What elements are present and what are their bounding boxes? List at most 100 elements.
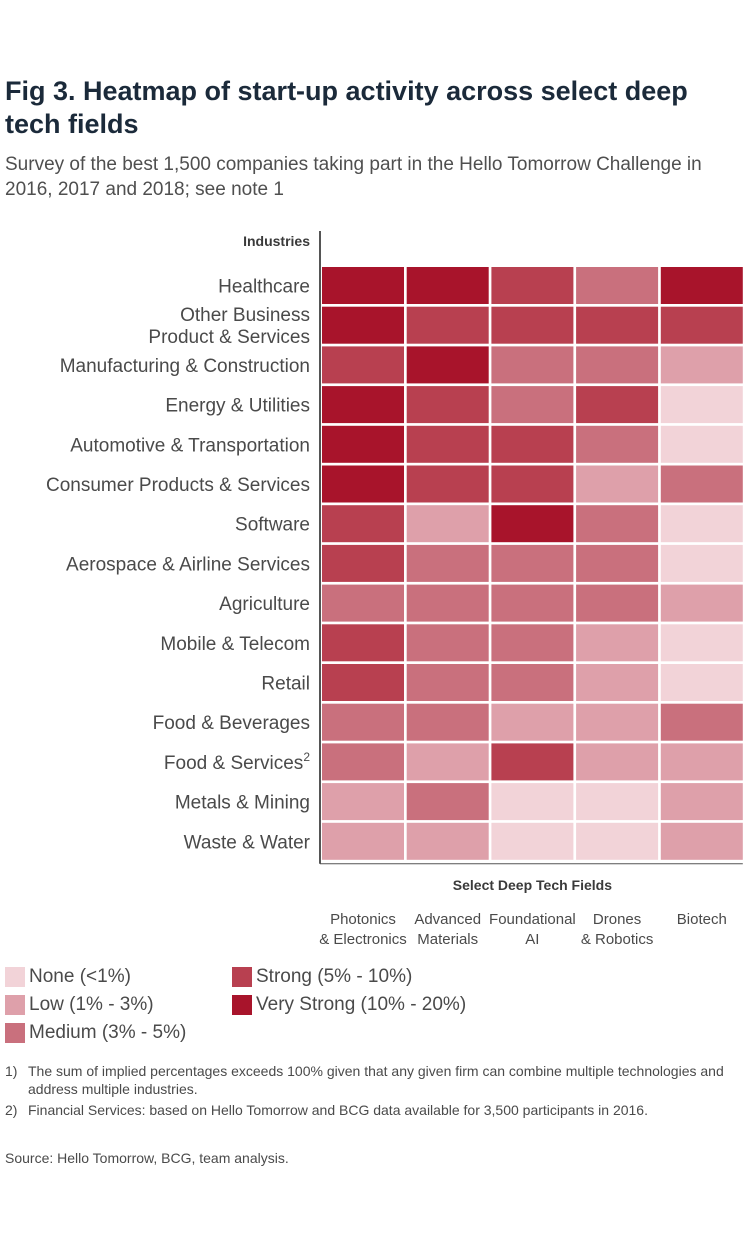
heatmap-cell [576,505,659,543]
heatmap-cell [660,624,743,662]
heatmap-cell [576,743,659,781]
figure-title: Fig 3. Heatmap of start-up activity acro… [5,76,688,139]
heatmap-cell [576,346,659,384]
heatmap-cell [406,664,489,701]
heatmap-cell [406,544,489,582]
heatmap-cell [491,664,574,701]
heatmap-cell [576,664,659,701]
heatmap-cell [660,306,743,344]
heatmap-cell [322,346,404,384]
heatmap-cell [322,306,404,344]
heatmap-chart: Industries Healthcare Other Business Produ… [46,231,743,945]
heatmap-cell [406,505,489,543]
heatmap-cell [322,505,404,543]
row-label: Healthcare [218,277,310,298]
heatmap-cell [406,822,489,860]
heatmap-cell [322,584,404,622]
heatmap-cell [660,544,743,582]
heatmap-cell [322,743,404,781]
heatmap-cell [660,584,743,622]
legend-label: Very Strong (10% - 20%) [256,994,467,1015]
heatmap-cell [322,664,404,701]
heatmap-cell [322,624,404,662]
heatmap-cell [491,346,574,384]
row-label: Aerospace & Airline Services [66,554,310,575]
row-label: Food & Services2 [164,750,310,774]
legend-swatch [232,995,252,1015]
heatmap-cell [406,624,489,662]
heatmap-cell [406,783,489,821]
heatmap-cell [576,624,659,662]
heatmap-cell [576,425,659,463]
heatmap-cell [576,544,659,582]
heatmap-cell [576,584,659,622]
row-label: Energy & Utilities [165,396,310,417]
legend-item: Strong (5% - 10%) [232,966,412,988]
heatmap-cell [660,346,743,384]
heatmap-cell [660,743,743,781]
x-axis-title: Select Deep Tech Fields [453,877,612,893]
heatmap-cells [322,267,743,860]
heatmap-cell [406,743,489,781]
footnotes: 1) The sum of implied percentages exceed… [5,1062,740,1122]
heatmap-cell [406,306,489,344]
row-label: Software [235,515,310,536]
heatmap-cell [322,544,404,582]
heatmap-cell [491,386,574,424]
footnote-text: The sum of implied percentages exceeds 1… [28,1063,724,1097]
heatmap-cell [406,703,489,741]
column-label: Drones & Robotics [581,911,654,945]
footnote-number: 1) [5,1063,18,1079]
row-labels: Healthcare Other Business Product & Servic… [46,277,311,854]
legend-item: None (<1%) [5,966,131,988]
source-note: Source: Hello Tomorrow, BCG, team analys… [5,1150,289,1166]
heatmap-cell [491,703,574,741]
figure-subtitle: Survey of the best 1,500 companies takin… [5,154,702,200]
legend-swatch [5,995,25,1015]
heatmap-cell [406,346,489,384]
heatmap-cell [491,306,574,344]
heatmap-cell [576,386,659,424]
heatmap-cell [406,465,489,503]
heatmap-cell [406,386,489,424]
column-label: Foundational AI [489,911,576,945]
heatmap-cell [576,465,659,503]
heatmap-cell [406,584,489,622]
legend-label: Low (1% - 3%) [29,994,154,1015]
heatmap-cell [491,505,574,543]
heatmap-cell [322,465,404,503]
heatmap-cell [576,306,659,344]
legend-swatch [232,967,252,987]
row-label: Agriculture [219,594,310,615]
heatmap-cell [322,783,404,821]
heatmap-cell [491,544,574,582]
heatmap-cell [660,425,743,463]
legend-item: Medium (3% - 5%) [5,1022,186,1044]
heatmap-cell [491,624,574,662]
heatmap-cell [660,703,743,741]
heatmap-cell [322,703,404,741]
heatmap-cell [660,505,743,543]
column-label: Advanced Materials [414,911,481,945]
row-label: Waste & Water [184,832,311,853]
legend-label: None (<1%) [29,966,131,987]
heatmap-cell [491,822,574,860]
y-axis-title: Industries [243,233,310,249]
legend: None (<1%) Low (1% - 3%) Medium (3% - 5%) S… [5,966,740,1050]
column-label: Biotech [677,911,727,928]
heatmap-cell [660,465,743,503]
heatmap-cell [491,425,574,463]
row-label: Other Business Product & Services [148,305,310,348]
heatmap-cell [576,822,659,860]
heatmap-cell [660,664,743,701]
heatmap-cell [322,267,404,304]
footnote-text: Financial Services: based on Hello Tomor… [28,1102,648,1118]
footnote-2: 2) Financial Services: based on Hello To… [5,1101,740,1119]
row-label: Retail [261,674,310,695]
heatmap-cell [660,386,743,424]
row-label: Consumer Products & Services [46,475,310,496]
heatmap-cell [660,783,743,821]
legend-item: Low (1% - 3%) [5,994,154,1016]
legend-item: Very Strong (10% - 20%) [232,994,466,1016]
